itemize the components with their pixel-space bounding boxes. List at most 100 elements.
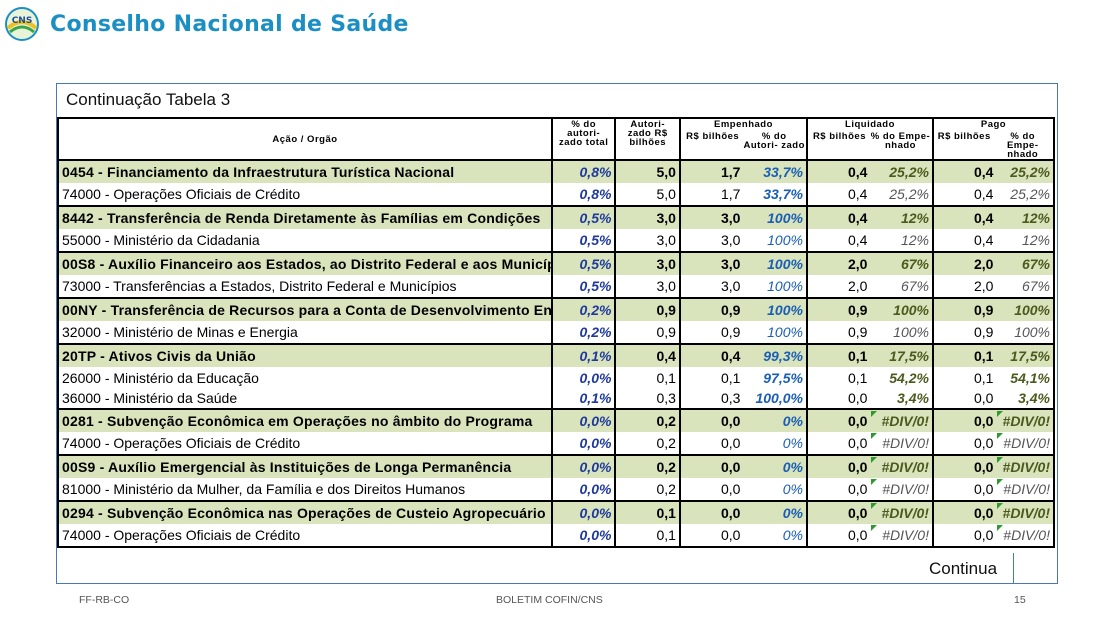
cell-empenhado-pct: 100% (743, 251, 807, 275)
cell-liquidado-pct: 67% (870, 251, 933, 275)
cell-empenhado-valor: 3,0 (678, 275, 744, 298)
cell-acao: 32000 - Ministério de Minas e Energia (57, 321, 552, 344)
cell-liquidado-pct: 25,2% (889, 186, 929, 202)
cell-liquidado-valor: 0,4 (805, 205, 871, 229)
cell-pago-valor: 0,4 (931, 205, 997, 229)
cell-acao: 00S9 - Auxílio Emergencial às Instituiçõ… (57, 454, 552, 478)
cell-empenhado-pct: 0% (743, 408, 807, 432)
cell-empenhado-valor: 0,0 (678, 478, 744, 501)
cell-liquidado-valor: 0,0 (805, 408, 871, 432)
cell-liquidado-valor: 0,4 (805, 159, 871, 183)
header-liquidado-pct: % do Empe- nhado (870, 131, 931, 151)
cell-liquidado-valor: 2,0 (805, 275, 871, 298)
cell-autorizado: 3,0 (614, 275, 680, 298)
cell-empenhado-pct: 100% (767, 278, 803, 294)
cell-autorizado: 0,1 (614, 367, 680, 388)
cell-empenhado-valor: 0,0 (678, 524, 744, 548)
cell-empenhado-valor: 0,0 (678, 408, 744, 432)
cell-pago-pct: #DIV/0! (996, 432, 1055, 455)
cell-empenhado-pct: 0% (743, 454, 807, 478)
table-row: 55000 - Ministério da Cidadania 0,5% 3,0 3,… (57, 229, 1055, 252)
cell-autorizado: 0,2 (614, 432, 680, 455)
cell-empenhado-valor: 0,4 (678, 343, 744, 367)
header-liquidado-rs: R$ bilhões (812, 131, 866, 142)
cell-autorizado: 3,0 (614, 205, 680, 229)
cell-pago-pct: #DIV/0! (996, 478, 1055, 501)
footer-left: FF-RB-CO (79, 594, 130, 606)
footer-page-number: 15 (1014, 594, 1026, 606)
cell-pago-valor: 2,0 (931, 275, 997, 298)
cell-liquidado-valor: 0,1 (805, 367, 871, 388)
cell-liquidado-valor: 0,9 (805, 321, 871, 344)
cell-autorizado: 0,9 (614, 297, 680, 321)
cell-liquidado-pct: #DIV/0! (870, 524, 933, 548)
cell-liquidado-pct: #DIV/0! (870, 408, 933, 432)
cns-logo: CNS (4, 6, 40, 42)
cell-pago-valor: 0,0 (931, 432, 997, 455)
cell-autorizado: 5,0 (614, 183, 680, 206)
cell-liquidado-pct: #DIV/0! (870, 478, 933, 501)
cell-pct-total: 0,8% (550, 159, 616, 183)
cell-pct-total: 0,1% (550, 388, 616, 409)
continua-divider (1013, 553, 1014, 584)
cell-liquidado-valor: 0,0 (805, 432, 871, 455)
cell-pago-valor: 0,0 (931, 388, 997, 409)
cell-liquidado-pct: 67% (900, 278, 929, 294)
cell-liquidado-valor: 0,0 (805, 500, 871, 524)
cell-pct-total: 0,0% (550, 367, 616, 388)
cell-pago-pct: 67% (996, 251, 1055, 275)
logo-text: CNS (12, 16, 33, 26)
cell-autorizado: 0,3 (614, 388, 680, 409)
cell-acao: 74000 - Operações Oficiais de Crédito (57, 524, 552, 548)
cell-liquidado-pct: 17,5% (870, 343, 933, 367)
cell-pago-valor: 0,0 (931, 478, 997, 501)
cell-empenhado-pct: 0% (782, 481, 803, 497)
cell-liquidado-valor: 0,9 (805, 297, 871, 321)
cell-liquidado-pct: 12% (870, 205, 933, 229)
cell-pago-valor: 0,4 (931, 229, 997, 252)
group-row: 00S8 - Auxílio Financeiro aos Estados, a… (57, 251, 1055, 275)
table-header-row: Ação / Orgão % do autori- zado total Aut… (57, 117, 1056, 161)
cell-autorizado: 0,2 (614, 478, 680, 501)
group-row: 00S9 - Auxílio Emergencial às Instituiçõ… (57, 454, 1055, 478)
cell-autorizado: 0,4 (614, 343, 680, 367)
cell-empenhado-valor: 0,0 (678, 432, 744, 455)
table-row: 26000 - Ministério da Educação 0,0% 0,1 0,1… (57, 367, 1055, 388)
cell-liquidado-valor: 0,0 (805, 388, 871, 409)
cell-liquidado-valor: 0,4 (805, 229, 871, 252)
cell-empenhado-valor: 0,3 (678, 388, 744, 409)
cell-pago-valor: 0,4 (931, 159, 997, 183)
cell-acao: 81000 - Ministério da Mulher, da Família… (57, 478, 552, 501)
cell-empenhado-valor: 1,7 (678, 159, 744, 183)
cell-liquidado-valor: 0,4 (805, 183, 871, 206)
cell-acao: 0281 - Subvenção Econômica em Operações … (57, 408, 552, 432)
cell-empenhado-valor: 3,0 (678, 205, 744, 229)
table-row: 74000 - Operações Oficiais de Crédito 0,0… (57, 524, 1055, 548)
footer-center: BOLETIM COFIN/CNS (496, 594, 603, 606)
cell-pct-total: 0,0% (550, 478, 616, 501)
table-row: 74000 - Operações Oficiais de Crédito 0,0… (57, 432, 1055, 455)
cell-pago-valor: 0,1 (931, 367, 997, 388)
cell-pct-total: 0,0% (550, 454, 616, 478)
cell-empenhado-pct: 100% (743, 205, 807, 229)
cell-autorizado: 0,2 (614, 408, 680, 432)
header-pago-pct: % do Empe- nhado (1006, 131, 1039, 160)
cell-pago-pct: #DIV/0! (996, 454, 1055, 478)
cell-pct-total: 0,2% (550, 297, 616, 321)
continua-label: Continua (929, 559, 998, 578)
group-row: 0294 - Subvenção Econômica nas Operações… (57, 500, 1055, 524)
header-empenhado-pct: % do Autori- zado (743, 131, 805, 151)
cell-autorizado: 5,0 (614, 159, 680, 183)
cell-liquidado-valor: 0,0 (805, 454, 871, 478)
cell-acao: 20TP - Ativos Civis da União (57, 343, 552, 367)
cell-empenhado-pct: 0% (743, 524, 807, 548)
cell-acao: 55000 - Ministério da Cidadania (57, 229, 552, 252)
cell-empenhado-pct: 99,3% (743, 343, 807, 367)
cell-pago-valor: 0,4 (931, 183, 997, 206)
group-row: 8442 - Transferência de Renda Diretament… (57, 205, 1055, 229)
cell-empenhado-valor: 0,9 (678, 297, 744, 321)
cell-acao: 00NY - Transferência de Recursos para a … (57, 297, 552, 321)
cell-empenhado-pct: 100% (767, 232, 803, 248)
cell-pago-pct: 25,2% (996, 183, 1055, 206)
cell-acao: 8442 - Transferência de Renda Diretament… (57, 205, 552, 229)
